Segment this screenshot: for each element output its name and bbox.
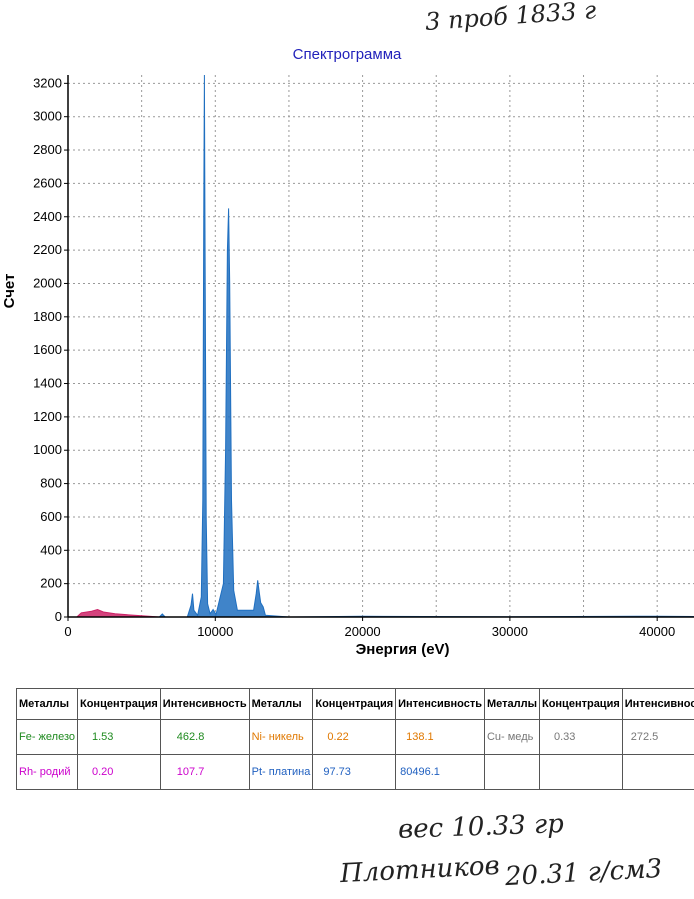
x-tick-label: 30000 — [492, 624, 528, 639]
metals-table: Металлы Концентрация Интенсивность Метал… — [16, 688, 694, 790]
y-tick-label: 2600 — [33, 175, 62, 190]
metal-name: Rh- родий — [16, 754, 78, 790]
header-intensity: Интенсивность — [159, 688, 250, 720]
y-tick-label: 1200 — [33, 409, 62, 424]
y-tick-label: 2400 — [33, 209, 62, 224]
x-tick-label: 40000 — [639, 624, 675, 639]
empty-cell — [483, 754, 540, 790]
header-metals: Металлы — [483, 688, 540, 720]
y-axis-label: Счет — [1, 274, 18, 309]
x-axis-label: Энергия (eV) — [356, 641, 450, 658]
concentration-value: 1.53 — [77, 719, 161, 755]
grid-lines — [68, 75, 694, 617]
y-tick-label: 200 — [40, 576, 62, 591]
x-tick-label: 10000 — [197, 624, 233, 639]
x-tick-label: 0 — [64, 624, 71, 639]
header-metals: Металлы — [16, 688, 78, 720]
intensity-value: 462.8 — [159, 719, 250, 755]
table-header-row: Металлы Концентрация Интенсивность Метал… — [16, 688, 694, 720]
intensity-value: 80496.1 — [395, 754, 485, 790]
x-tick-label: 20000 — [345, 624, 381, 639]
concentration-value: 0.20 — [77, 754, 161, 790]
header-metals: Металлы — [248, 688, 314, 720]
y-tick-label: 2800 — [33, 142, 62, 157]
concentration-value: 97.73 — [312, 754, 397, 790]
y-tick-label: 800 — [40, 476, 62, 491]
intensity-value: 272.5 — [621, 719, 694, 755]
axes — [67, 75, 694, 618]
y-tick-label: 1400 — [33, 376, 62, 391]
header-concentration: Концентрация — [538, 688, 623, 720]
header-concentration: Концентрация — [312, 688, 397, 720]
intensity-value: 138.1 — [395, 719, 485, 755]
y-tick-label: 1000 — [33, 442, 62, 457]
table-row: Rh- родий 0.20 107.7 Pt- платина 97.73 8… — [16, 754, 694, 790]
y-tick-label: 1600 — [33, 342, 62, 357]
metal-name: Cu- медь — [483, 719, 540, 755]
y-tick-labels: 0 200 400 600 800 1000 1200 1400 1600 1800 2000 220… — [33, 75, 68, 624]
y-tick-label: 1800 — [33, 309, 62, 324]
y-tick-label: 2000 — [33, 275, 62, 290]
concentration-value: 0.33 — [538, 719, 623, 755]
handwritten-signature: Плотников — [339, 850, 501, 890]
spectrogram-chart: 0 10000 20000 30000 40000 0 200 400 600 800 1000 1… — [1, 74, 694, 658]
y-tick-label: 3000 — [33, 109, 62, 124]
header-intensity: Интенсивность — [395, 688, 485, 720]
handwritten-density: 20.31 г/см3 — [504, 853, 663, 893]
empty-cell — [621, 754, 694, 790]
y-tick-label: 600 — [40, 509, 62, 524]
table-row: Fe- железо 1.53 462.8 Ni- никель 0.22 13… — [16, 719, 694, 755]
y-tick-label: 400 — [40, 542, 62, 557]
y-tick-label: 0 — [55, 609, 62, 624]
header-concentration: Концентрация — [77, 688, 161, 720]
metal-name: Ni- никель — [248, 719, 314, 755]
y-tick-label: 2200 — [33, 242, 62, 257]
handwritten-note-top: 3 проб 1833 г — [424, 0, 598, 36]
header-intensity: Интенсивность — [621, 688, 694, 720]
chart-title: Спектрограмма — [292, 46, 402, 63]
metal-name: Fe- железо — [16, 719, 78, 755]
empty-cell — [538, 754, 623, 790]
handwritten-weight: вес 10.33 гр — [397, 809, 565, 845]
series-layer — [75, 74, 694, 618]
x-tick-labels: 0 10000 20000 30000 40000 — [64, 617, 675, 639]
concentration-value: 0.22 — [312, 719, 397, 755]
series-area-0 — [158, 74, 694, 618]
y-tick-label: 3200 — [33, 75, 62, 90]
intensity-value: 107.7 — [159, 754, 250, 790]
series-area-1 — [75, 608, 160, 618]
metal-name: Pt- платина — [248, 754, 314, 790]
